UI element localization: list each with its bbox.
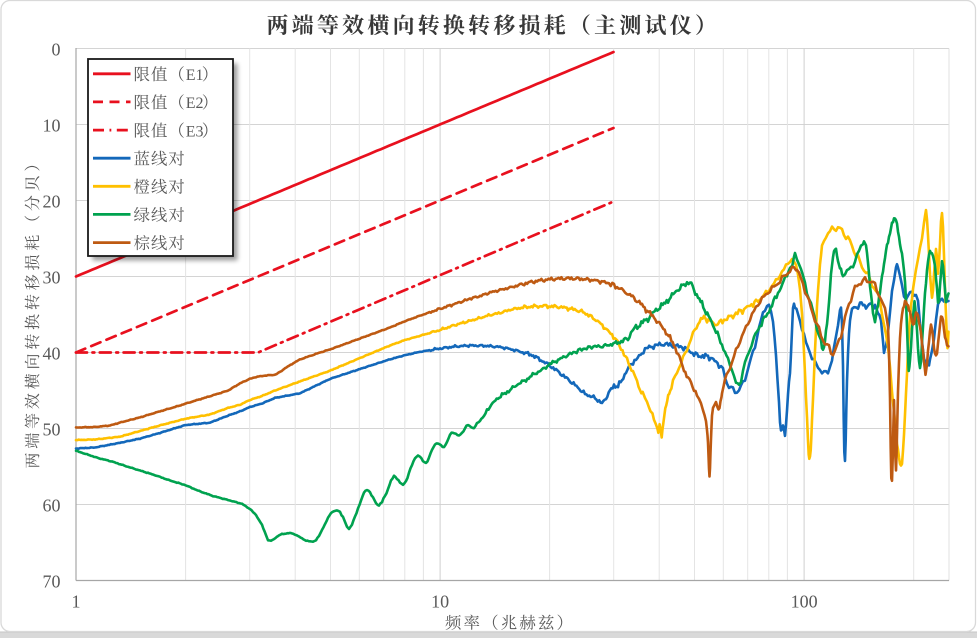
svg-text:50: 50 xyxy=(43,420,61,440)
svg-text:70: 70 xyxy=(43,572,61,592)
svg-text:60: 60 xyxy=(43,496,61,516)
svg-text:1: 1 xyxy=(72,592,81,612)
svg-text:100: 100 xyxy=(791,592,818,612)
svg-text:E3: E3 xyxy=(186,123,204,140)
svg-text:10: 10 xyxy=(43,116,61,136)
svg-text:0: 0 xyxy=(52,40,61,60)
svg-text:40: 40 xyxy=(43,344,61,364)
svg-text:E1: E1 xyxy=(186,67,204,84)
svg-text:20: 20 xyxy=(43,192,61,212)
svg-text:E2: E2 xyxy=(186,95,204,112)
svg-text:10: 10 xyxy=(431,592,449,612)
svg-text:30: 30 xyxy=(43,268,61,288)
